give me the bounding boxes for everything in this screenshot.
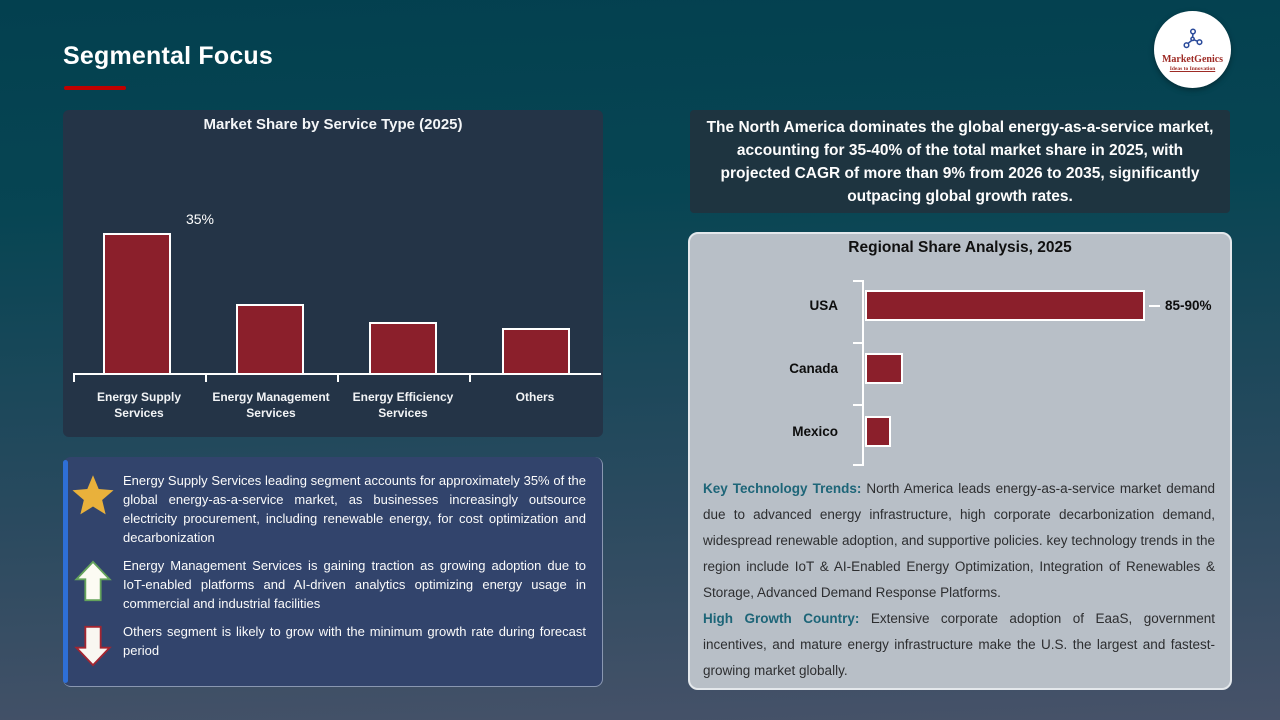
service-share-plot: 35% Energy Supply Services Energy Manage… — [63, 110, 603, 437]
callout-text: The North America dominates the global e… — [706, 118, 1214, 205]
high-growth-country-heading: High Growth Country: — [703, 611, 860, 626]
bar-others — [502, 328, 570, 375]
service-share-chart-panel: Market Share by Service Type (2025) 35% … — [63, 110, 603, 437]
key-technology-trends-body: North America leads energy-as-a-service … — [703, 481, 1215, 600]
regional-chart-title: Regional Share Analysis, 2025 — [848, 239, 1072, 256]
up-arrow-icon — [63, 556, 123, 604]
bar-usa — [865, 290, 1145, 321]
axis-tick — [853, 280, 862, 282]
axis-tick — [469, 375, 471, 382]
bar-value-label: 85-90% — [1149, 290, 1212, 321]
bar-value-label: 35% — [185, 210, 215, 227]
north-america-callout: The North America dominates the global e… — [690, 110, 1230, 213]
axis-tick — [853, 342, 862, 344]
axis-tick — [73, 375, 75, 382]
bar-canada — [865, 353, 904, 384]
high-growth-country-body: Extensive corporate adoption of EaaS, go… — [703, 611, 1215, 678]
category-label-canada: Canada — [789, 361, 838, 376]
axis-tick — [853, 464, 862, 466]
axis-tick — [337, 375, 339, 382]
star-icon — [63, 471, 123, 517]
insight-item-others: Others segment is likely to grow with th… — [63, 622, 592, 668]
y-axis — [862, 280, 864, 466]
bar-energy-efficiency-services — [369, 322, 437, 375]
title-underline — [64, 86, 126, 90]
category-label-usa: USA — [809, 298, 838, 313]
key-technology-trends-paragraph: Key Technology Trends: North America lea… — [703, 476, 1215, 606]
axis-tick — [853, 404, 862, 406]
insight-item-supply: Energy Supply Services leading segment a… — [63, 471, 592, 547]
insight-text: Energy Supply Services leading segment a… — [123, 473, 586, 545]
category-label: Energy Supply Services — [96, 390, 182, 420]
down-arrow-icon — [63, 622, 123, 668]
brand-logo: MarketGenics Ideas to Innovation — [1154, 11, 1231, 88]
panel-accent-stripe — [63, 460, 68, 683]
category-axis-labels: Energy Supply Services Energy Management… — [73, 389, 601, 421]
category-label: Energy Management Services — [212, 390, 330, 420]
category-label: Others — [515, 390, 555, 404]
bar-mexico — [865, 416, 891, 447]
brand-name: MarketGenics — [1161, 53, 1224, 65]
category-label-mexico: Mexico — [792, 424, 838, 439]
molecule-icon — [1182, 28, 1203, 48]
insight-item-management: Energy Management Services is gaining tr… — [63, 556, 592, 613]
axis-tick — [205, 375, 207, 382]
regional-analysis-panel: Regional Share Analysis, 2025 USA Canada… — [688, 232, 1232, 690]
bar-energy-supply-services — [103, 232, 171, 375]
insights-panel: Energy Supply Services leading segment a… — [63, 457, 603, 687]
insight-text: Others segment is likely to grow with th… — [123, 624, 586, 658]
page-title: Segmental Focus — [63, 42, 273, 70]
regional-share-plot: USA Canada Mexico 85-90% — [690, 234, 1230, 688]
key-technology-trends-heading: Key Technology Trends: — [703, 481, 862, 496]
bar-energy-management-services — [236, 303, 304, 375]
category-label: Energy Efficiency Services — [352, 390, 454, 420]
x-axis — [73, 373, 601, 375]
brand-tagline: Ideas to Innovation — [1169, 65, 1216, 72]
high-growth-country-paragraph: High Growth Country: Extensive corporate… — [703, 606, 1215, 684]
service-share-chart-title: Market Share by Service Type (2025) — [203, 116, 463, 133]
insight-text: Energy Management Services is gaining tr… — [123, 558, 586, 611]
regional-commentary: Key Technology Trends: North America lea… — [690, 472, 1230, 684]
